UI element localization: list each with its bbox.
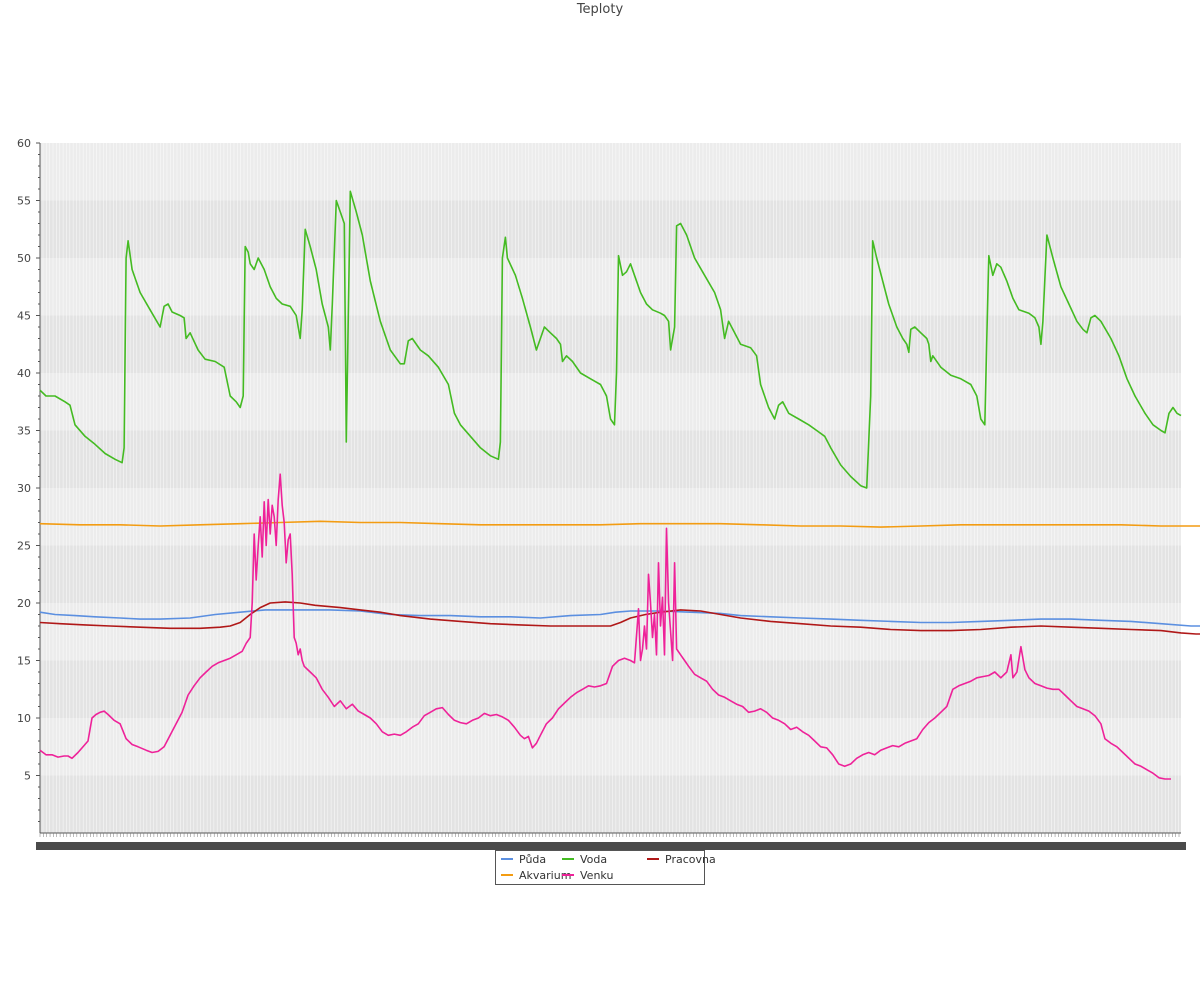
series-line-venku — [39, 473, 1171, 780]
series-line-pracovna — [39, 601, 1200, 635]
y-tick-label: 55 — [17, 195, 31, 208]
y-tick-label: 10 — [17, 712, 31, 725]
x-axis — [36, 832, 1186, 850]
chart-title: Teploty — [576, 2, 624, 17]
grid-band — [40, 430, 1181, 488]
y-tick-label: 30 — [17, 482, 31, 495]
legend-swatch — [647, 858, 659, 860]
y-tick-label: 50 — [17, 252, 31, 265]
y-tick-label: 5 — [24, 770, 31, 783]
legend-label: Akvarium — [519, 869, 572, 882]
grid-band — [40, 603, 1181, 661]
legend-swatch — [501, 858, 513, 860]
legend-label: Pracovna — [665, 853, 716, 866]
legend-label: Voda — [580, 853, 608, 866]
y-tick-label: 45 — [17, 310, 31, 323]
grid-band — [40, 143, 1181, 201]
legend-item: Půda — [501, 853, 546, 867]
series-layer — [39, 190, 1200, 780]
grid-band — [40, 200, 1181, 258]
legend-swatch — [562, 874, 574, 876]
grid-band — [40, 660, 1181, 718]
series-line-akvarium — [39, 520, 1200, 528]
grid-band — [40, 488, 1181, 546]
legend-swatch — [501, 874, 513, 876]
grid-band — [40, 315, 1181, 373]
y-tick-label: 20 — [17, 597, 31, 610]
y-tick-label: 25 — [17, 540, 31, 553]
legend-item: Pracovna — [647, 853, 716, 867]
legend-swatch — [562, 858, 574, 860]
y-tick-label: 60 — [17, 137, 31, 150]
series-line-voda — [39, 190, 1182, 489]
legend-item: Voda — [562, 853, 607, 867]
legend-item: Akvarium — [501, 869, 571, 883]
y-tick-label: 40 — [17, 367, 31, 380]
legend-item: Venku — [562, 869, 613, 883]
y-tick-label: 15 — [17, 655, 31, 668]
grid-band — [40, 545, 1181, 603]
y-axis: 5 10 15 20 25 30 35 40 45 50 55 60 — [17, 137, 41, 833]
grid-band — [40, 258, 1181, 316]
legend: Půda Voda Pracovna Akvarium Venku — [495, 850, 716, 885]
grid-band — [40, 775, 1181, 833]
legend-label: Venku — [580, 869, 614, 882]
vertical-grid-lines — [42, 143, 1179, 833]
grid-band — [40, 373, 1181, 431]
x-tick-labels-strip — [36, 842, 1186, 850]
grid-band — [40, 718, 1181, 776]
legend-label: Půda — [519, 853, 547, 866]
plot-background — [40, 143, 1181, 833]
series-line-půda — [39, 609, 1200, 627]
y-tick-label: 35 — [17, 425, 31, 438]
